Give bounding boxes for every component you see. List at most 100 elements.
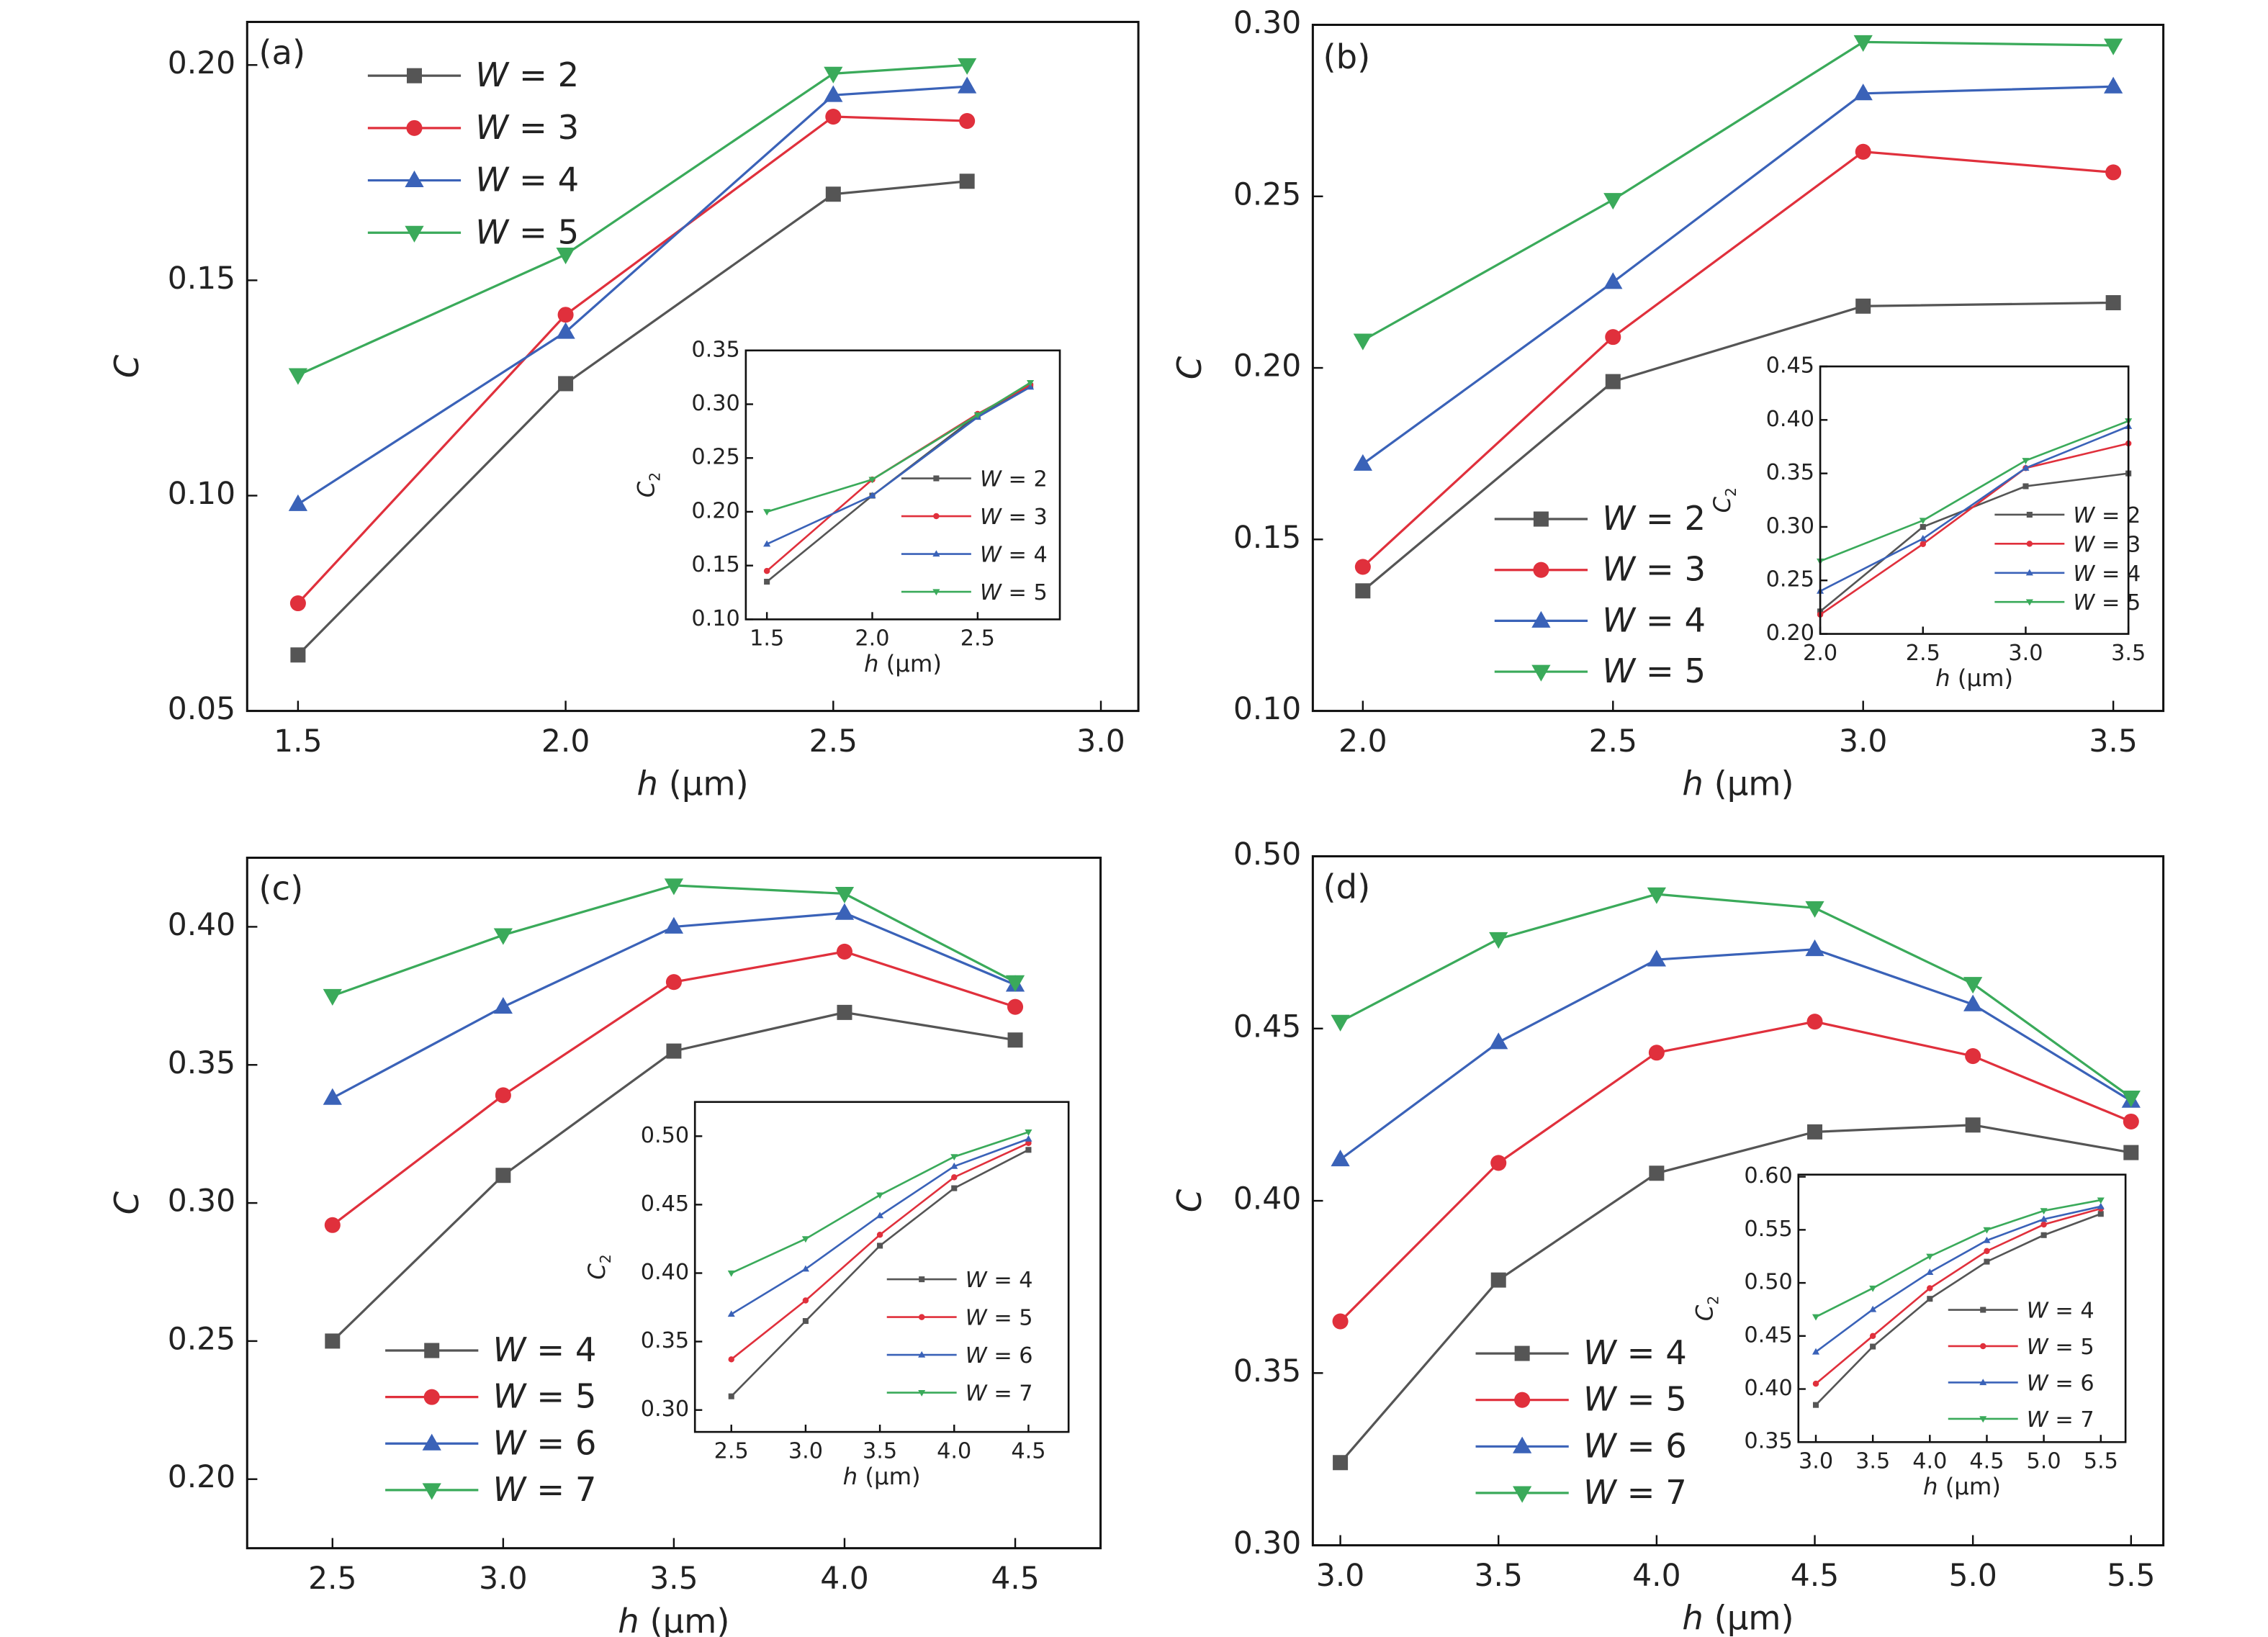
triangle-down-marker [727,1270,735,1277]
legend-label: W = 4 [475,160,579,199]
triangle-down-marker [1331,1014,1350,1032]
square-marker [666,1043,682,1059]
legend-label: W = 2 [1602,499,1706,538]
square-marker [1605,374,1621,389]
legend: W = 2 W = 3 W = 4 W = 5 [367,55,579,251]
y-tick-label: 0.45 [641,1191,689,1217]
triangle-down-marker [876,1192,884,1199]
triangle-up-marker [918,1350,926,1358]
triangle-down-marker [405,225,424,243]
triangle-up-marker [801,1265,809,1272]
circle-marker [1920,541,1927,547]
y-tick-label: 0.25 [168,1321,235,1356]
triangle-down-marker [1983,1227,1991,1234]
square-marker [837,1004,852,1020]
triangle-down-marker [950,1154,958,1161]
square-marker [1490,1272,1506,1288]
series-line [1815,1207,2102,1385]
triangle-down-marker [556,248,575,265]
triangle-up-marker [2025,569,2033,576]
triangle-down-marker [932,589,940,596]
triangle-down-marker [1005,975,1025,992]
square-marker [325,1333,341,1349]
triangle-down-marker [2022,458,2030,465]
triangle-up-marker [1812,1348,1820,1355]
y-tick-label: 0.35 [1744,1429,1792,1454]
square-marker [424,1343,440,1358]
series-line [1362,301,2114,592]
y-tick-label: 0.25 [1766,567,1814,592]
plot-frame [1311,854,2165,1547]
triangle-down-marker [422,1483,441,1500]
series-line [1339,1124,2132,1464]
triangle-down-marker [1025,1129,1032,1136]
triangle-down-marker [2040,1208,2048,1215]
x-tick-label: 2.5 [714,1438,749,1464]
y-tick-label: 0.40 [168,907,235,942]
series-line [1362,85,2114,465]
square-marker [290,647,306,663]
legend-label: W = 5 [980,580,1048,605]
circle-marker [802,1297,809,1304]
square-marker [951,1185,958,1191]
circle-marker [1855,143,1871,160]
y-axis-label: C [107,1191,146,1214]
triangle-up-marker [1647,950,1666,967]
x-tick-label: 3.5 [2089,723,2137,759]
main-plot: 2.0 2.5 3.0 3.5 0.10 0.15 0.20 0.25 0.30 h (μm) C W… [1170,5,2165,803]
series-line [1815,1199,2102,1318]
circle-marker [2040,1221,2047,1228]
x-tick-label: 3.5 [649,1561,698,1596]
y-tick-label: 0.35 [641,1328,689,1353]
y-tick-label: 0.55 [1744,1217,1792,1242]
square-marker [1920,523,1926,530]
triangle-up-marker [2040,1215,2048,1222]
series-line [1339,893,2132,1099]
circle-marker [1979,1343,1986,1350]
x-axis-label: h (μm) [618,1602,729,1637]
circle-marker [557,307,574,323]
y-axis-label: C2 [583,1254,614,1279]
inset-background [1798,1174,2126,1443]
series-line [1819,442,2129,615]
circle-marker [665,974,682,991]
circle-marker [876,1231,883,1238]
x-tick-label: 4.0 [1632,1558,1680,1593]
series-line [332,911,1016,1099]
legend: W = 2 W = 3 W = 4 W = 5 [901,466,1048,605]
x-tick-label: 4.5 [1969,1449,2004,1474]
square-marker [1007,1032,1023,1048]
triangle-down-marker [2097,1197,2105,1204]
legend-label: W = 4 [2073,561,2141,586]
triangle-up-marker [323,1088,342,1105]
circle-marker [423,1389,440,1405]
triangle-up-marker [1926,1268,1934,1275]
y-tick-label: 0.45 [1744,1322,1792,1348]
legend-label: W = 3 [1602,549,1706,588]
triangle-down-marker [973,412,981,419]
legend-label: W = 3 [475,107,579,146]
plot-frame [693,1101,1070,1433]
y-tick-label: 0.35 [1766,460,1814,485]
y-axis-label: C [1170,356,1209,379]
x-axis-label: h (μm) [1682,765,1794,803]
y-tick-label: 0.35 [1233,1353,1301,1389]
x-tick-label: 2.0 [855,626,889,651]
triangle-up-marker [763,540,771,547]
circle-marker [1927,1285,1933,1291]
legend: W = 2 W = 3 W = 4 W = 5 [1994,503,2141,615]
legend-label: W = 7 [1583,1472,1687,1511]
triangle-up-marker [958,76,977,94]
triangle-up-marker [1531,610,1551,628]
y-tick-label: 0.30 [641,1397,689,1422]
y-tick-label: 0.25 [691,445,739,470]
triangle-down-marker [1979,1416,1987,1423]
x-tick-label: 4.0 [820,1561,868,1596]
triangle-down-marker [664,878,684,896]
triangle-up-marker [1353,454,1372,471]
x-tick-label: 5.0 [1948,1558,1997,1593]
triangle-down-marker [1926,1253,1934,1261]
plot-frame [246,857,1102,1550]
legend: W = 4 W = 5 W = 6 W = 7 [886,1268,1033,1406]
panel-label: (c) [258,869,303,908]
